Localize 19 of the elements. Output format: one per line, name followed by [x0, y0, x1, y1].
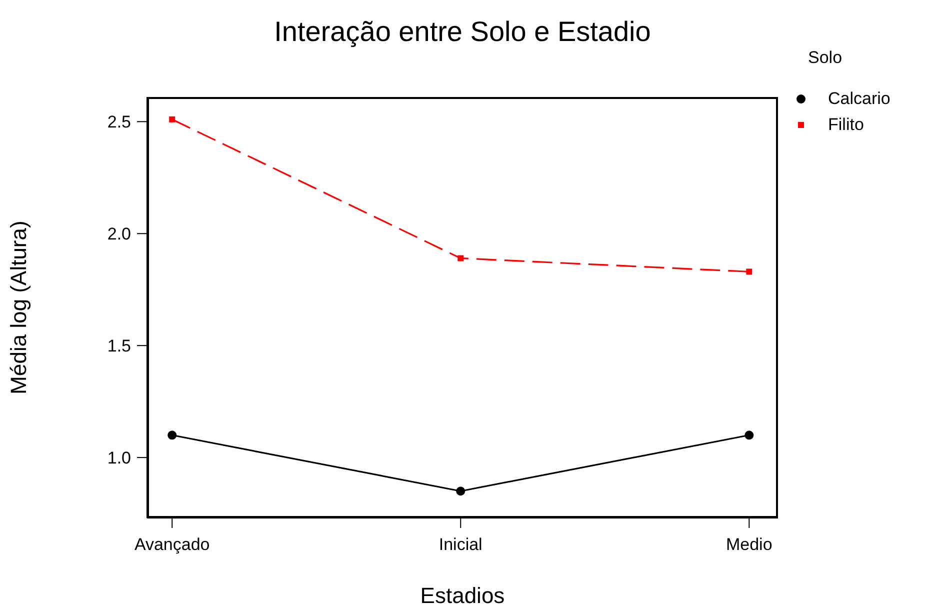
point	[168, 430, 177, 440]
point	[456, 486, 466, 496]
point	[169, 116, 176, 122]
x-tick-label: Medio	[726, 535, 772, 554]
legend-label: Calcario	[828, 89, 890, 109]
x-tick-label: Inicial	[438, 535, 482, 554]
legend-title: Solo	[808, 48, 844, 68]
y-tick-label: 1.0	[107, 448, 131, 468]
chart-title: Interação entre Solo e Estadio	[273, 16, 652, 48]
point	[746, 268, 752, 275]
y-axis-title: Média log (Altura)	[6, 220, 31, 394]
point	[458, 255, 464, 262]
legend-label: Filito	[828, 115, 864, 135]
y-tick-label: 2.0	[107, 224, 131, 244]
y-tick-label: 2.5	[107, 112, 131, 132]
x-tick-label: Avançado	[134, 535, 210, 554]
point	[744, 430, 754, 440]
x-axis-title: Estadios	[420, 583, 505, 608]
y-tick-label: 1.5	[107, 336, 131, 356]
